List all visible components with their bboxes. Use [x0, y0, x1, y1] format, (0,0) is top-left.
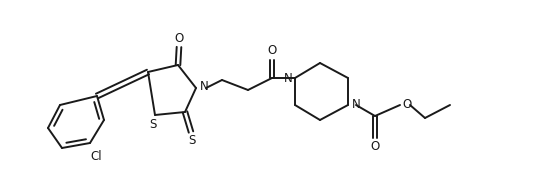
Text: S: S — [188, 135, 196, 148]
Text: S: S — [149, 118, 157, 132]
Text: O: O — [267, 45, 277, 57]
Text: N: N — [283, 72, 292, 84]
Text: Cl: Cl — [90, 151, 102, 164]
Text: O: O — [175, 33, 184, 45]
Text: O: O — [403, 98, 412, 112]
Text: O: O — [370, 141, 380, 153]
Text: N: N — [351, 98, 360, 112]
Text: N: N — [200, 79, 208, 93]
